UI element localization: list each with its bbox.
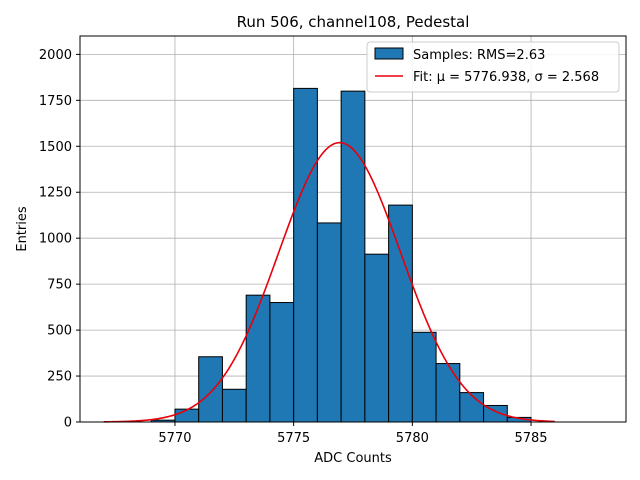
x-axis-ticks: 5770 5775 5780 5785 (158, 422, 548, 446)
fit-curve (103, 141, 555, 423)
x-axis-label: ADC Counts (314, 451, 392, 466)
y-tick-label: 250 (47, 370, 72, 385)
x-tick-label: 5770 (158, 431, 191, 446)
x-tick-label: 5775 (277, 431, 310, 446)
histogram-bar (269, 302, 295, 423)
x-tick-label: 5785 (514, 431, 547, 446)
histogram-bar (174, 408, 200, 423)
histogram-bar (293, 87, 318, 423)
x-tick-label: 5780 (396, 431, 429, 446)
histogram-bar (411, 331, 437, 423)
histogram-bar (435, 363, 461, 423)
plot-frame (79, 35, 627, 423)
y-tick-label: 0 (64, 416, 72, 431)
histogram-bar (245, 294, 271, 423)
y-axis-label: Entries (15, 206, 30, 252)
legend-box (366, 41, 620, 93)
chart-title: Run 506, channel108, Pedestal (237, 13, 470, 31)
y-axis-ticks: 0 250 500 750 1000 1250 1500 1750 2000 (39, 48, 80, 431)
histogram-bar (221, 388, 247, 423)
y-tick-label: 1250 (39, 186, 72, 201)
y-tick-label: 750 (47, 278, 72, 293)
histogram-bar (316, 222, 342, 423)
legend-swatch-histogram (374, 47, 404, 60)
legend-label-histogram: Samples: RMS=2.63 (413, 48, 545, 63)
histogram-bars (150, 87, 532, 423)
histogram-bar (198, 356, 223, 423)
histogram-bar (364, 253, 390, 423)
legend-label-fit: Fit: μ = 5776.938, σ = 2.568 (413, 70, 599, 85)
histogram-bar (388, 204, 413, 423)
y-tick-label: 2000 (39, 48, 72, 63)
histogram-bar (340, 90, 366, 423)
histogram-bar (459, 392, 485, 423)
y-tick-label: 500 (47, 324, 72, 339)
y-tick-label: 1000 (39, 232, 72, 247)
y-tick-label: 1500 (39, 140, 72, 155)
fit-curve-group (103, 141, 555, 423)
legend: Samples: RMS=2.63 Fit: μ = 5776.938, σ =… (366, 41, 620, 93)
y-tick-label: 1750 (39, 94, 72, 109)
